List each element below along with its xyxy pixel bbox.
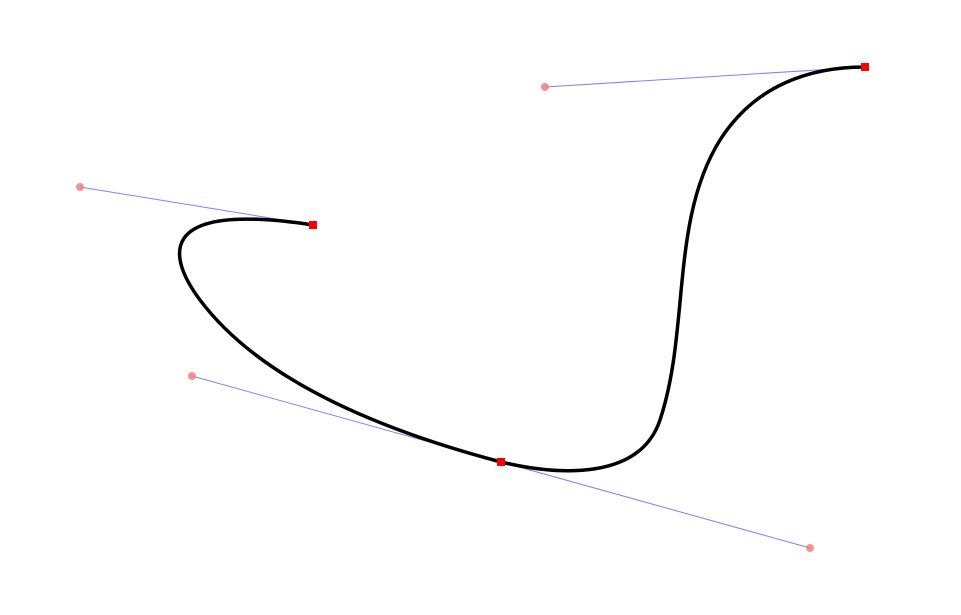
- control-handle-1[interactable]: [76, 183, 84, 191]
- bezier-curve[interactable]: [180, 67, 865, 471]
- handle-line-2-out: [501, 462, 810, 548]
- control-handle-2[interactable]: [188, 372, 196, 380]
- handle-line-3-in: [545, 67, 865, 87]
- anchor-point-2[interactable]: [497, 458, 505, 466]
- control-handle-3[interactable]: [806, 544, 814, 552]
- anchor-point-3[interactable]: [861, 63, 869, 71]
- control-handle-4[interactable]: [541, 83, 549, 91]
- anchor-point-1[interactable]: [309, 221, 317, 229]
